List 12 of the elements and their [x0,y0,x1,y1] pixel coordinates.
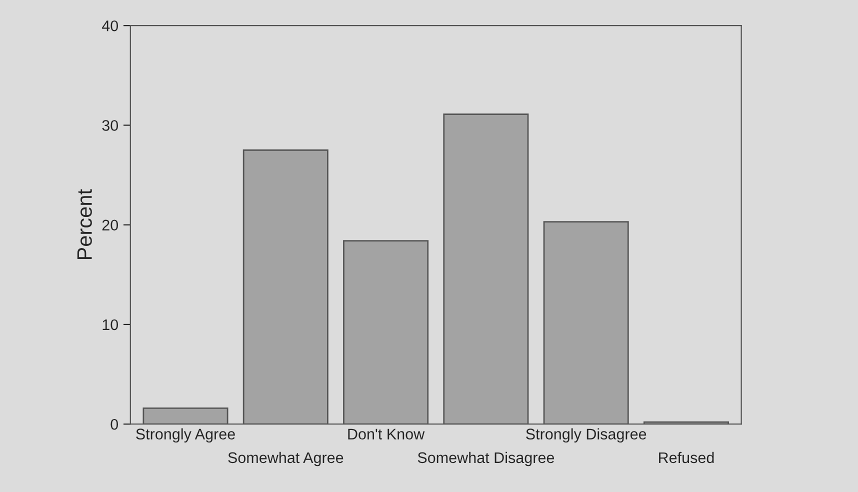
x-tick-label: Somewhat Disagree [418,452,554,466]
x-tick-label: Somewhat Agree [228,452,344,466]
x-tick-label: Strongly Agree [136,428,235,443]
y-tick-label: 0 [110,418,118,430]
x-tick-label: Refused [659,452,714,464]
y-tick-label: 10 [102,319,118,330]
y-tick-label: 30 [102,120,118,131]
x-tick-label: Strongly Disagree [526,428,646,443]
y-tick-label: 40 [102,20,118,32]
y-tick-label: 20 [102,220,118,231]
x-tick-label: Don't Know [348,428,425,440]
y-axis-title: Percent [77,189,92,260]
